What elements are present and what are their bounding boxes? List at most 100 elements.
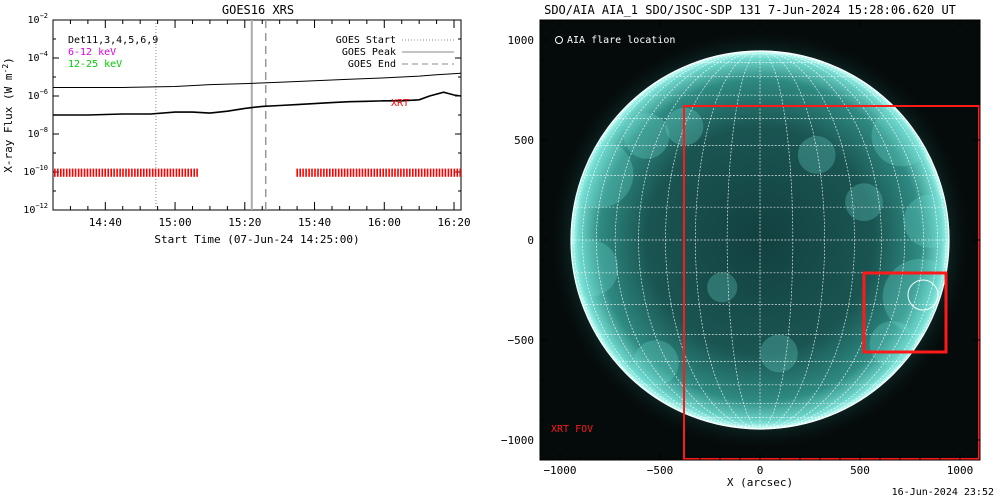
xrt-observation-bar: [104, 168, 106, 177]
xrt-observation-bar: [373, 168, 376, 177]
xrt-observation-bar: [71, 168, 74, 177]
xrt-observation-bar: [101, 168, 104, 177]
y-tick-label: 1000: [508, 34, 535, 47]
xrt-observation-bar: [57, 168, 59, 177]
grid-longitude-line: [638, 51, 761, 429]
xrt-observation-bar: [314, 168, 316, 177]
xrt-observation-bars: [54, 168, 461, 177]
xrt-observation-bar: [128, 168, 130, 177]
y-tick-exponent: −8: [40, 126, 48, 134]
xrt-observation-bar: [122, 168, 124, 177]
x-tick-label: 14:40: [89, 216, 122, 229]
xrt-observation-bar: [154, 168, 157, 177]
solar-limb: [570, 50, 950, 430]
xrt-observation-bar: [196, 168, 198, 177]
grid-longitude-line: [595, 51, 761, 429]
grid-longitude-line: [759, 51, 882, 429]
legend-goes-end: GOES End: [348, 59, 396, 70]
xrt-observation-bar: [193, 168, 195, 177]
x-tick-label: −1000: [543, 464, 576, 477]
xrt-observation-bar: [450, 168, 453, 177]
xrt-observation-bar: [89, 168, 92, 177]
xrt-observation-bar: [370, 168, 373, 177]
xrt-observation-bar: [355, 168, 358, 177]
xrt-observation-bar: [145, 168, 148, 177]
xrt-observation-bar: [412, 168, 414, 177]
grid-longitude-line: [759, 51, 794, 429]
y-label-text: X-ray Flux (W m: [2, 73, 15, 173]
aia-x-axis: −1000 −500 0 500 1000: [543, 20, 973, 477]
xrt-observation-bar: [334, 168, 337, 177]
flare-legend-icon: [555, 36, 563, 44]
xrt-observation-bar: [172, 168, 175, 177]
y-tick-exponent: −4: [40, 50, 48, 58]
xrt-observation-bar: [340, 168, 343, 177]
xrt-observation-bar: [349, 168, 352, 177]
xrt-observation-bar: [151, 168, 154, 177]
heliographic-grid: [571, 51, 949, 429]
grid-longitude-line: [759, 51, 925, 429]
xrt-observation-bar: [317, 168, 319, 177]
xrt-observation-bar: [403, 168, 405, 177]
xrt-observation-bar: [163, 168, 166, 177]
grid-longitude-line: [759, 51, 825, 429]
xrt-observation-bar: [329, 168, 331, 177]
xrt-observation-bar: [409, 168, 411, 177]
active-region: [845, 183, 883, 222]
x-tick-label: −500: [647, 464, 674, 477]
xrt-observation-bar: [175, 168, 178, 177]
xrt-observation-bar: [385, 168, 387, 177]
xrt-observation-bar: [391, 168, 393, 177]
xrt-observation-bar: [80, 168, 83, 177]
grid-longitude-line: [759, 51, 855, 429]
xrt-observation-bar: [77, 168, 80, 177]
x-tick-label: 0: [757, 464, 764, 477]
xrt-observation-bar: [92, 168, 95, 177]
xrt-observation-bar: [326, 168, 328, 177]
y-tick-label: 500: [514, 134, 534, 147]
aia-x-axis-label: X (arcsec): [727, 476, 793, 489]
xrt-observation-bar: [143, 168, 145, 177]
xrt-observation-bar: [364, 168, 367, 177]
xrt-observation-bar: [361, 168, 364, 177]
xrt-observation-bar: [305, 168, 307, 177]
x-tick-label: 1000: [947, 464, 974, 477]
xrt-observation-bar: [169, 168, 172, 177]
xrt-observation-bar: [302, 168, 304, 177]
aia-image-panel: SDO/AIA AIA_1 SDO/JSOC-SDP 131 7-Jun-202…: [501, 3, 981, 489]
y-tick-label: −1000: [501, 434, 534, 447]
xrt-observation-bar: [131, 168, 133, 177]
xrt-fov-box: [683, 105, 980, 460]
grid-longitude-line: [665, 51, 761, 429]
xrt-observation-bar: [337, 168, 340, 177]
y-tick-label: −500: [508, 334, 535, 347]
x-tick-label: 15:20: [228, 216, 261, 229]
grid-longitude-line: [759, 51, 906, 429]
xrt-observation-bar: [394, 168, 396, 177]
xrt-observation-bar: [423, 168, 426, 177]
xrt-observation-bar: [54, 168, 56, 177]
xrt-observation-bar: [110, 168, 112, 177]
xrt-observation-bar: [181, 168, 184, 177]
y-label-exponent: -2: [1, 64, 10, 74]
grid-longitude-line: [614, 51, 761, 429]
xrt-observation-bar: [376, 168, 378, 177]
xrt-observation-bar: [323, 168, 325, 177]
grid-longitude-line: [726, 51, 761, 429]
y-label-close: ): [2, 57, 15, 64]
grid-longitude-line: [695, 51, 761, 429]
active-region: [707, 272, 738, 303]
xrt-observation-bar: [388, 168, 390, 177]
y-tick-exponent: −10: [35, 164, 48, 172]
xrt-observation-bar: [62, 168, 65, 177]
legend-detectors: Det11,3,4,5,6,9: [68, 35, 158, 46]
generation-timestamp: 16-Jun-2024 23:52: [891, 487, 994, 498]
y-tick-label: 10−4: [28, 50, 48, 64]
xrt-observation-bar: [417, 168, 420, 177]
xrt-observation-bar: [438, 168, 441, 177]
y-tick-base: 10: [28, 91, 40, 102]
y-tick-label: 10−6: [28, 88, 48, 102]
xrt-observation-bar: [184, 168, 187, 177]
xrt-observation-bar: [415, 168, 417, 177]
xrt-observation-bar: [98, 168, 101, 177]
